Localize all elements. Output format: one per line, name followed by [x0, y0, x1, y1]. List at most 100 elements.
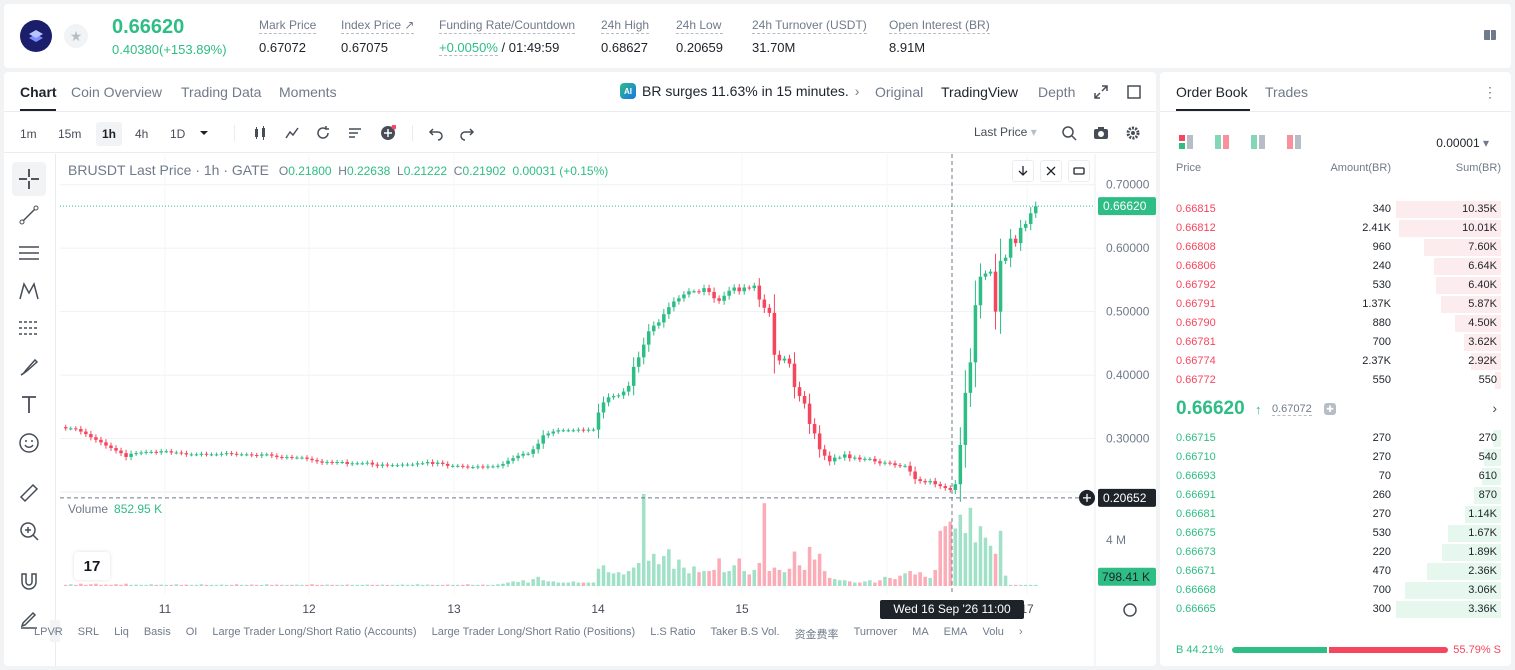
- ruler-tool-icon[interactable]: [12, 476, 46, 510]
- candle-body: [536, 443, 540, 450]
- bid-row[interactable]: 0.66673 220 1.89K: [1160, 543, 1511, 562]
- bid-row[interactable]: 0.66710 270 540: [1160, 448, 1511, 467]
- tab-chart[interactable]: Chart: [20, 84, 57, 100]
- ask-row[interactable]: 0.66815 340 10.35K: [1160, 200, 1511, 219]
- layout-asks-icon[interactable]: [1286, 134, 1302, 150]
- horizontal-lines-tool-icon[interactable]: [12, 236, 46, 270]
- stat-index-price[interactable]: Index Price ↗ 0.67075: [341, 18, 415, 55]
- precision-select[interactable]: 0.00001 ▾: [1436, 136, 1489, 150]
- caret-down-icon[interactable]: [196, 125, 212, 141]
- zoom-in-icon[interactable]: [12, 514, 46, 548]
- crosshair-time-tag: [880, 600, 1024, 619]
- tab-trading-data[interactable]: Trading Data: [181, 84, 262, 100]
- ask-row[interactable]: 0.66812 2.41K 10.01K: [1160, 219, 1511, 238]
- search-icon[interactable]: [1061, 125, 1077, 141]
- bid-row[interactable]: 0.66675 530 1.67K: [1160, 524, 1511, 543]
- tab-depth[interactable]: Depth: [1038, 84, 1076, 100]
- fib-tool-icon[interactable]: [12, 312, 46, 346]
- trend-line-tool-icon[interactable]: [12, 198, 46, 232]
- collapse-toolbar-icon[interactable]: ‹: [50, 620, 60, 642]
- bid-row[interactable]: 0.66668 700 3.06K: [1160, 581, 1511, 600]
- bid-row[interactable]: 0.66665 300 3.36K: [1160, 600, 1511, 619]
- ask-row[interactable]: 0.66790 880 4.50K: [1160, 314, 1511, 333]
- redo-icon[interactable]: [459, 125, 475, 141]
- chevron-right-icon[interactable]: ›: [1018, 626, 1023, 638]
- window-icon[interactable]: [1126, 84, 1142, 100]
- bid-row[interactable]: 0.66715 270 270: [1160, 429, 1511, 448]
- book-icon[interactable]: [1483, 28, 1497, 42]
- indicators-icon[interactable]: [284, 125, 300, 141]
- ask-row[interactable]: 0.66792 530 6.40K: [1160, 276, 1511, 295]
- tab-coin-overview[interactable]: Coin Overview: [71, 84, 163, 100]
- layout-both-icon[interactable]: [1178, 134, 1194, 150]
- brush-tool-icon[interactable]: [12, 350, 46, 384]
- ask-row[interactable]: 0.66774 2.37K 2.92K: [1160, 352, 1511, 371]
- arrow-down-icon[interactable]: [1012, 160, 1034, 182]
- crosshair-tool-icon[interactable]: [12, 162, 46, 196]
- replay-icon[interactable]: [315, 125, 331, 141]
- indicator-item[interactable]: Taker B.S Vol.: [710, 626, 780, 638]
- tab-order-book[interactable]: Order Book: [1176, 84, 1248, 100]
- favorite-star-icon[interactable]: ★: [64, 24, 88, 48]
- shield-icon[interactable]: ✚: [1324, 403, 1336, 415]
- bid-row[interactable]: 0.66691 260 870: [1160, 486, 1511, 505]
- lock-pen-icon[interactable]: [12, 602, 46, 636]
- row-amount: 220: [1372, 546, 1391, 558]
- tab-moments[interactable]: Moments: [279, 84, 337, 100]
- indicator-item[interactable]: SRL: [77, 626, 100, 638]
- timeframe-4h[interactable]: 4h: [135, 127, 149, 141]
- pattern-tool-icon[interactable]: [12, 274, 46, 308]
- text-tool-icon[interactable]: [12, 388, 46, 422]
- indicator-item[interactable]: L.S Ratio: [650, 626, 696, 638]
- ask-row[interactable]: 0.66806 240 6.64K: [1160, 257, 1511, 276]
- templates-icon[interactable]: [347, 125, 363, 141]
- ask-row[interactable]: 0.66781 700 3.62K: [1160, 333, 1511, 352]
- tab-original[interactable]: Original: [875, 84, 924, 100]
- add-indicator-icon[interactable]: [380, 125, 396, 141]
- timeframe-15m[interactable]: 15m: [58, 127, 82, 141]
- bid-row[interactable]: 0.66671 470 2.36K: [1160, 562, 1511, 581]
- camera-icon[interactable]: [1093, 125, 1109, 141]
- bid-row[interactable]: 0.66681 270 1.14K: [1160, 505, 1511, 524]
- chevron-right-icon[interactable]: ›: [1492, 400, 1497, 416]
- emoji-tool-icon[interactable]: [12, 426, 46, 460]
- indicator-item[interactable]: OI: [185, 626, 198, 638]
- ask-row[interactable]: 0.66791 1.37K 5.87K: [1160, 295, 1511, 314]
- layout-bids-icon[interactable]: [1250, 134, 1266, 150]
- layout-split-icon[interactable]: [1214, 134, 1230, 150]
- indicator-item[interactable]: MA: [912, 626, 929, 638]
- undo-icon[interactable]: [428, 125, 444, 141]
- magnet-icon[interactable]: [12, 564, 46, 598]
- tradingview-logo[interactable]: 17: [74, 552, 110, 580]
- indicator-item[interactable]: Volu: [982, 626, 1004, 638]
- bid-row[interactable]: 0.66693 70 610: [1160, 467, 1511, 486]
- mid-mark-price[interactable]: 0.67072: [1272, 403, 1312, 416]
- price-type-select[interactable]: Last Price ▾: [974, 125, 1037, 139]
- volume-bar: [64, 584, 68, 586]
- candles-icon[interactable]: [252, 125, 268, 141]
- gear-icon[interactable]: [1125, 125, 1141, 141]
- indicator-item[interactable]: EMA: [943, 626, 968, 638]
- indicator-item[interactable]: Turnover: [853, 626, 898, 638]
- indicator-item[interactable]: Liq: [114, 626, 129, 638]
- news-ticker[interactable]: AI BR surges 11.63% in 15 minutes. ›: [620, 83, 859, 99]
- timeframe-1d[interactable]: 1D: [170, 127, 186, 141]
- collapse-arrows-icon[interactable]: [1040, 160, 1062, 182]
- tab-trades[interactable]: Trades: [1265, 84, 1309, 100]
- expand-icon[interactable]: [1093, 84, 1109, 100]
- candle-body: [300, 457, 304, 459]
- indicator-item[interactable]: Basis: [143, 626, 171, 638]
- indicator-item[interactable]: LPVR: [34, 626, 63, 638]
- indicator-item[interactable]: Large Trader Long/Short Ratio (Accounts): [212, 626, 417, 638]
- tab-tradingview[interactable]: TradingView: [941, 84, 1019, 100]
- swap-icon[interactable]: [1068, 160, 1090, 182]
- timeframe-1m[interactable]: 1m: [20, 127, 37, 141]
- ask-row[interactable]: 0.66772 550 550: [1160, 371, 1511, 390]
- more-vertical-icon[interactable]: ⋮: [1483, 84, 1497, 100]
- indicator-item[interactable]: Large Trader Long/Short Ratio (Positions…: [431, 626, 636, 638]
- timeframe-1h[interactable]: 1h: [96, 122, 123, 146]
- ask-row[interactable]: 0.66808 960 7.60K: [1160, 238, 1511, 257]
- indicator-item[interactable]: 资金费率: [794, 629, 839, 641]
- funding-rate-value[interactable]: +0.0050%: [439, 40, 498, 56]
